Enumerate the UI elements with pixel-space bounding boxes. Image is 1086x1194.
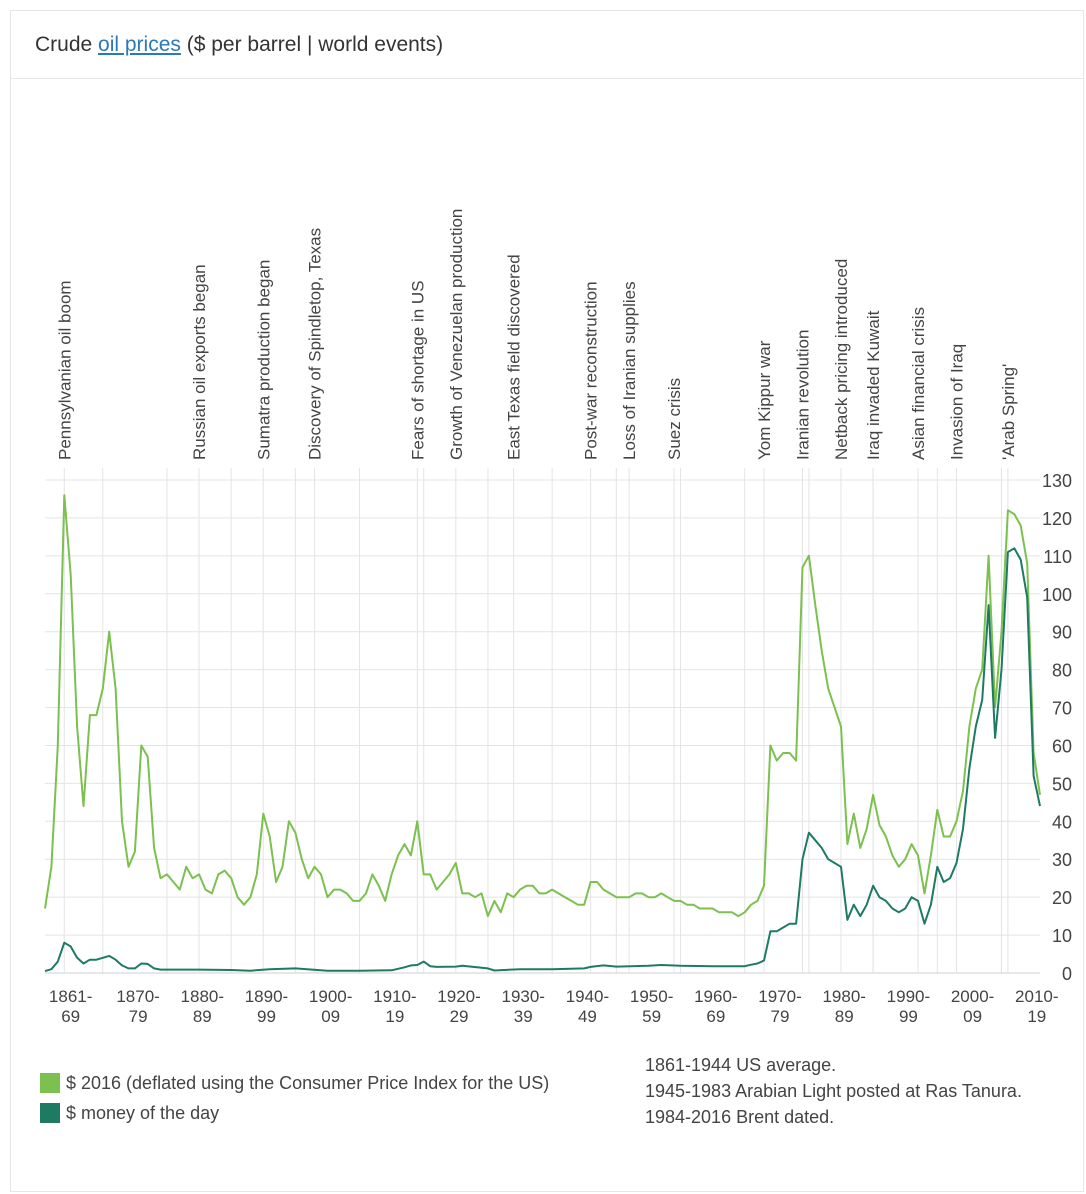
event-label: Fears of shortage in US [408,280,427,460]
event-labels: Pennsylvanian oil boom Russian oil export… [55,209,1018,973]
legend-swatch-real [40,1073,60,1093]
event-label: Russian oil exports began [190,264,209,460]
legend-label-nominal: $ money of the day [66,1102,220,1123]
oil-prices-link[interactable]: oil prices [98,33,181,56]
x-tick-label: 69 [706,1007,725,1026]
event-label: Invasion of Iraq [948,344,967,460]
event-label: Netback pricing introduced [832,259,851,460]
oil-price-chart: Pennsylvanian oil boom Russian oil export… [44,209,1072,1026]
x-tick-label: 1940- [566,987,609,1006]
event-label: Suez crisis [665,378,684,460]
y-tick-label: 80 [1052,661,1072,681]
series-layer [44,494,1041,973]
y-tick-label: 10 [1052,926,1072,946]
chart-title-suffix: ($ per barrel | world events) [180,33,444,56]
event-label: Iraq invaded Kuwait [864,310,883,460]
chart-title: Crude oil prices ($ per barrel | world e… [35,33,443,57]
y-axis-ticks: 0 10 20 30 40 50 60 70 80 90 100 110 120 130 [1042,471,1072,984]
x-tick-label: 1980- [822,987,865,1006]
legend-item-real: $ 2016 (deflated using the Consumer Pric… [40,1068,549,1098]
source-note: 1945-1983 Arabian Light posted at Ras Ta… [645,1081,1022,1101]
y-tick-label: 120 [1042,509,1072,529]
event-label: Sumatra production began [254,260,273,460]
x-tick-label: 89 [835,1007,854,1026]
grid-layer [45,468,1040,974]
x-tick-label: 1930- [501,987,544,1006]
x-tick-label: 69 [61,1007,80,1026]
series-line-2016-dollars [44,494,1041,918]
x-tick-label: 79 [771,1007,790,1026]
x-tick-label: 2000- [951,987,994,1006]
x-axis-ticks: 1861-691870-791880-891890-991900-091910-… [49,987,1059,1026]
x-tick-label: 29 [450,1007,469,1026]
legend-label-real: $ 2016 (deflated using the Consumer Pric… [66,1072,550,1093]
legend-swatch-nominal [40,1103,60,1123]
legend: $ 2016 (deflated using the Consumer Pric… [40,1068,549,1128]
x-tick-label: 19 [1027,1007,1046,1026]
x-tick-label: 99 [899,1007,918,1026]
legend-item-nominal: $ money of the day [40,1098,549,1128]
event-label: Iranian revolution [793,330,812,460]
x-tick-label: 49 [578,1007,597,1026]
series-line-money-of-the-day [44,547,1041,973]
x-tick-label: 1900- [309,987,352,1006]
event-label: Yom Kippur war [755,340,774,460]
x-tick-label: 1960- [694,987,737,1006]
event-label: 'Arab Spring' [999,364,1018,460]
event-label: Asian financial crisis [909,307,928,460]
x-tick-label: 59 [642,1007,661,1026]
x-tick-label: 89 [193,1007,212,1026]
x-tick-label: 39 [514,1007,533,1026]
chart-title-prefix: Crude [35,33,99,56]
y-tick-label: 70 [1052,699,1072,719]
card-header: Crude oil prices ($ per barrel | world e… [11,11,1083,79]
x-tick-label: 09 [321,1007,340,1026]
event-label: Discovery of Spindletop, Texas [306,228,325,460]
source-note: 1861-1944 US average. [645,1055,837,1075]
y-tick-label: 40 [1052,812,1072,832]
x-tick-label: 1990- [887,987,930,1006]
x-tick-label: 1880- [181,987,224,1006]
event-label: Loss of Iranian supplies [620,281,639,460]
x-tick-label: 1920- [437,987,480,1006]
event-label: Pennsylvanian oil boom [55,280,74,460]
x-tick-label: 1970- [758,987,801,1006]
x-tick-label: 1890- [245,987,288,1006]
event-label: East Texas field discovered [505,254,524,460]
event-label: Post-war reconstruction [582,281,601,460]
x-tick-label: 1910- [373,987,416,1006]
x-tick-label: 1861- [49,987,92,1006]
x-tick-label: 79 [129,1007,148,1026]
y-tick-label: 50 [1052,774,1072,794]
x-tick-label: 19 [385,1007,404,1026]
y-tick-label: 60 [1052,736,1072,756]
event-label: Growth of Venezuelan production [447,209,466,460]
x-tick-label: 09 [963,1007,982,1026]
source-notes: 1861-1944 US average. 1945-1983 Arabian … [645,1052,1022,1130]
x-tick-label: 2010- [1015,987,1058,1006]
y-tick-label: 110 [1043,547,1072,567]
y-tick-label: 30 [1052,850,1072,870]
x-tick-label: 1870- [116,987,159,1006]
y-tick-label: 90 [1052,623,1072,643]
chart-card: Crude oil prices ($ per barrel | world e… [10,10,1084,1192]
y-tick-label: 100 [1042,585,1072,605]
source-note: 1984-2016 Brent dated. [645,1107,835,1127]
x-tick-label: 1950- [630,987,673,1006]
y-tick-label: 0 [1062,964,1072,984]
y-tick-label: 130 [1042,471,1072,491]
x-tick-label: 99 [257,1007,276,1026]
y-tick-label: 20 [1052,888,1072,908]
